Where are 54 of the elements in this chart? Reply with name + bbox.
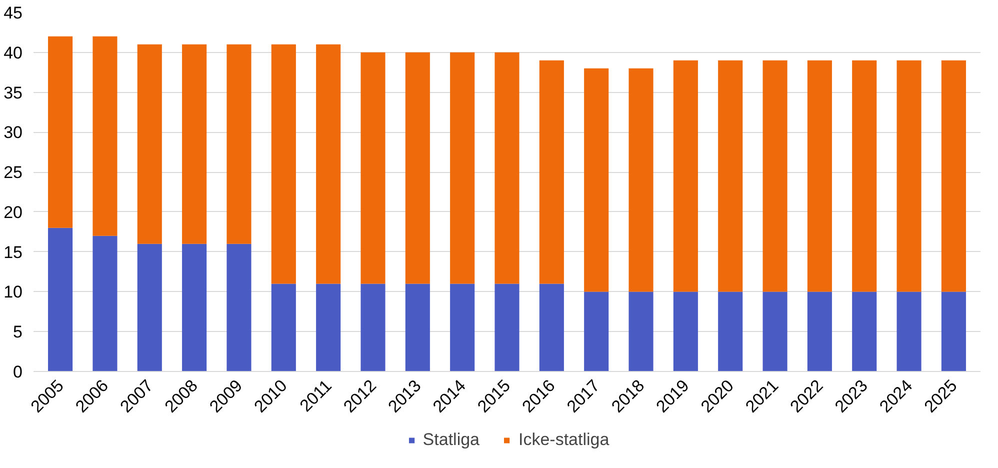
bar — [718, 60, 743, 292]
bar — [762, 60, 788, 292]
bar — [405, 284, 430, 372]
y-tick-label: 0 — [13, 362, 23, 382]
y-tick-label: 15 — [4, 242, 23, 262]
bar — [226, 244, 252, 372]
bar — [360, 52, 386, 284]
bar — [628, 68, 654, 292]
y-tick-label: 30 — [4, 123, 23, 142]
bar — [137, 44, 162, 244]
y-tick-label: 10 — [4, 282, 23, 302]
bar — [137, 244, 162, 372]
bar — [360, 284, 386, 372]
bar — [673, 292, 698, 372]
y-tick-label: 25 — [4, 163, 23, 182]
bar — [494, 52, 520, 284]
bar — [271, 284, 296, 372]
bar — [494, 284, 520, 372]
y-tick-label: 40 — [4, 43, 23, 62]
bar — [539, 284, 564, 372]
bar — [718, 292, 743, 372]
bar — [92, 236, 118, 372]
legend-label: Statliga — [422, 430, 480, 450]
legend-label: Icke-statliga — [518, 430, 610, 450]
bar — [852, 292, 877, 372]
bar — [584, 68, 609, 292]
bar — [539, 60, 564, 284]
bar — [628, 292, 654, 372]
y-tick-label: 45 — [4, 4, 23, 22]
bar — [271, 44, 296, 284]
y-tick-label: 20 — [4, 202, 23, 222]
bar — [316, 284, 341, 372]
bar — [584, 292, 609, 372]
y-tick-label: 35 — [4, 83, 23, 102]
y-tick-label: 5 — [13, 322, 23, 342]
bar — [316, 44, 341, 284]
bar — [896, 60, 922, 292]
bar — [450, 284, 475, 372]
bar — [92, 36, 118, 236]
bar — [852, 60, 877, 292]
bar — [807, 292, 832, 372]
bar — [896, 292, 922, 372]
bar — [762, 292, 788, 372]
bar — [941, 292, 966, 372]
bar — [182, 244, 207, 372]
bar — [226, 44, 252, 244]
bar — [807, 60, 832, 292]
bar — [48, 36, 73, 228]
bar — [405, 52, 430, 284]
bar — [673, 60, 698, 292]
bar — [450, 52, 475, 284]
bar — [48, 228, 73, 372]
bar — [182, 44, 207, 244]
bar — [941, 60, 966, 292]
